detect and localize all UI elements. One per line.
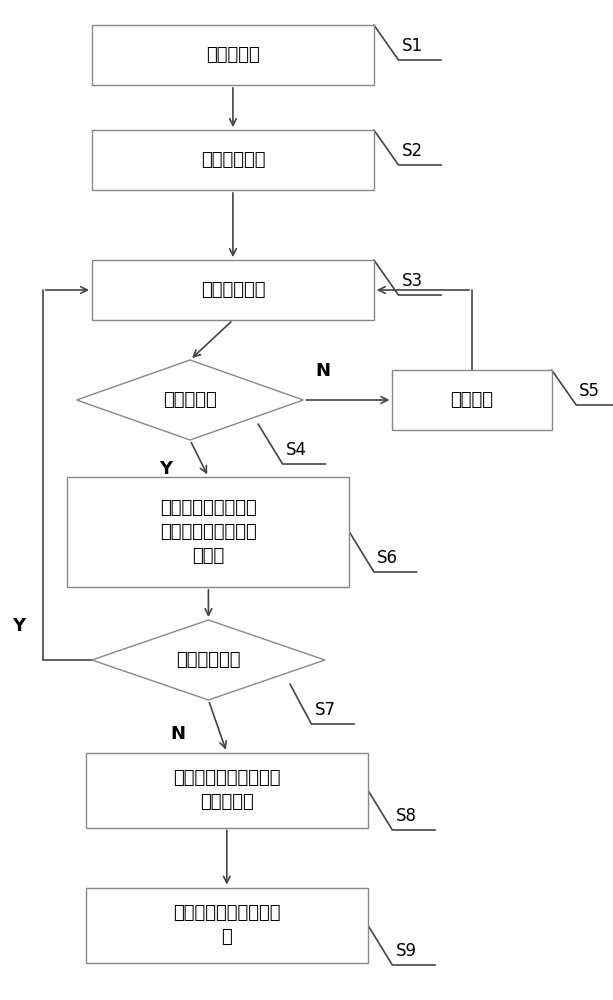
Text: 计算损失负荷，求取连
锁事件概率: 计算损失负荷，求取连 锁事件概率 bbox=[173, 769, 281, 811]
Text: S1: S1 bbox=[402, 37, 422, 55]
Text: S8: S8 bbox=[395, 807, 416, 825]
Text: 对连锁故障进行分类确
认: 对连锁故障进行分类确 认 bbox=[173, 904, 281, 946]
Text: 增减负荷: 增减负荷 bbox=[451, 391, 493, 409]
Text: S5: S5 bbox=[579, 382, 600, 400]
Text: 检查各直流换流母线
电压，将小于设定值
的闭锁: 检查各直流换流母线 电压，将小于设定值 的闭锁 bbox=[160, 499, 257, 565]
Text: 设定初始故障: 设定初始故障 bbox=[200, 151, 265, 169]
Bar bbox=[67, 477, 349, 587]
Text: 潮流收敛？: 潮流收敛？ bbox=[163, 391, 217, 409]
Bar bbox=[92, 260, 374, 320]
Text: S3: S3 bbox=[402, 272, 422, 290]
Text: Y: Y bbox=[159, 460, 172, 478]
Polygon shape bbox=[92, 620, 325, 700]
Bar bbox=[86, 888, 368, 962]
Text: 初始化系统: 初始化系统 bbox=[206, 46, 260, 64]
Text: S6: S6 bbox=[377, 549, 398, 567]
Text: N: N bbox=[170, 725, 185, 743]
Text: S2: S2 bbox=[402, 142, 422, 160]
Polygon shape bbox=[77, 360, 303, 440]
Bar bbox=[86, 752, 368, 828]
Text: N: N bbox=[316, 362, 330, 380]
Text: S7: S7 bbox=[314, 701, 335, 719]
Text: S9: S9 bbox=[395, 942, 416, 960]
Text: Y: Y bbox=[12, 617, 25, 635]
Bar bbox=[92, 130, 374, 190]
Bar bbox=[92, 25, 374, 85]
Text: 求解系统潮流: 求解系统潮流 bbox=[200, 281, 265, 299]
Bar bbox=[392, 370, 552, 430]
Text: 检验线路断开: 检验线路断开 bbox=[176, 651, 241, 669]
Text: S4: S4 bbox=[286, 441, 306, 459]
